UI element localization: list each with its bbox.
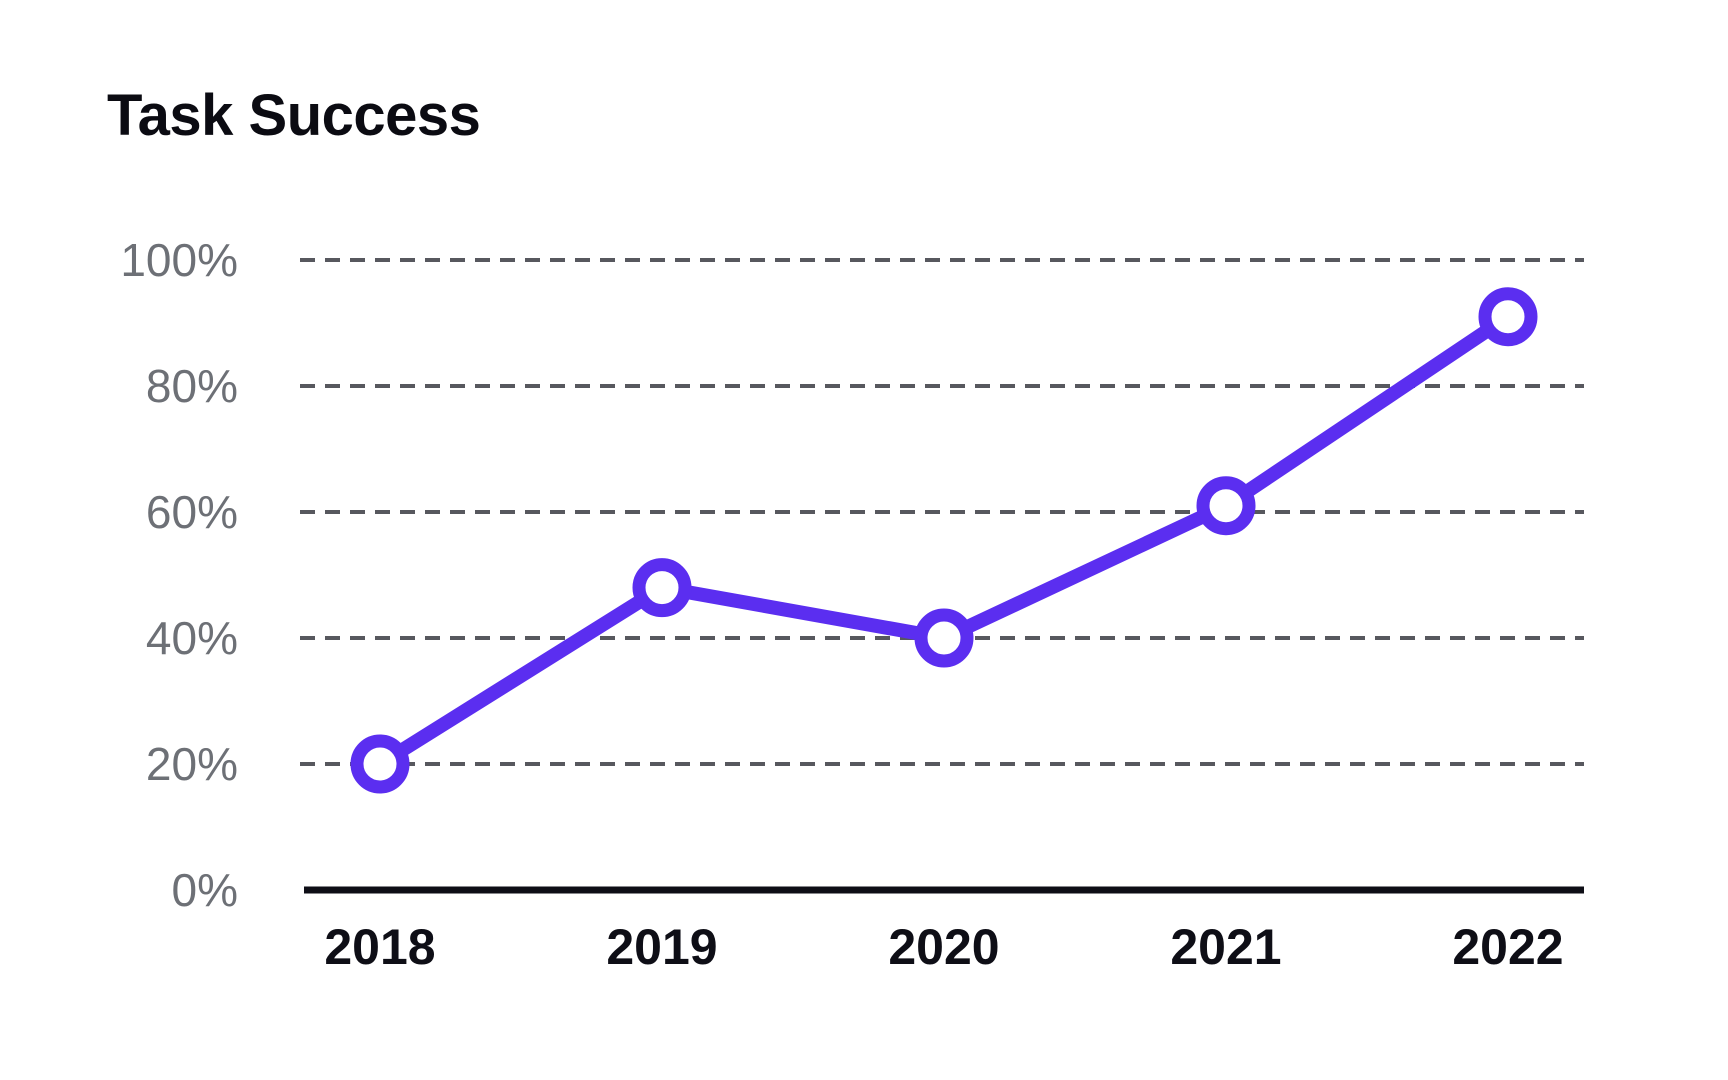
y-axis-label-40: 40% [146, 612, 238, 664]
chart-title: Task Success [107, 83, 481, 148]
data-point-2019 [632, 558, 692, 618]
data-point-2020 [914, 608, 974, 668]
y-axis-label-0: 0% [172, 864, 238, 916]
x-axis-label-2018: 2018 [324, 919, 435, 975]
x-axis-label-2022: 2022 [1452, 919, 1563, 975]
x-axis-label-2021: 2021 [1170, 919, 1281, 975]
data-point-2018 [350, 734, 410, 794]
x-axis-label-2020: 2020 [888, 919, 999, 975]
series-line [373, 309, 1515, 771]
y-axis-label-100: 100% [120, 234, 238, 286]
x-axis-label-2019: 2019 [606, 919, 717, 975]
y-axis-label-60: 60% [146, 486, 238, 538]
data-point-2021 [1196, 476, 1256, 536]
y-axis-label-80: 80% [146, 360, 238, 412]
data-point-2022 [1478, 287, 1538, 347]
y-axis-label-20: 20% [146, 738, 238, 790]
